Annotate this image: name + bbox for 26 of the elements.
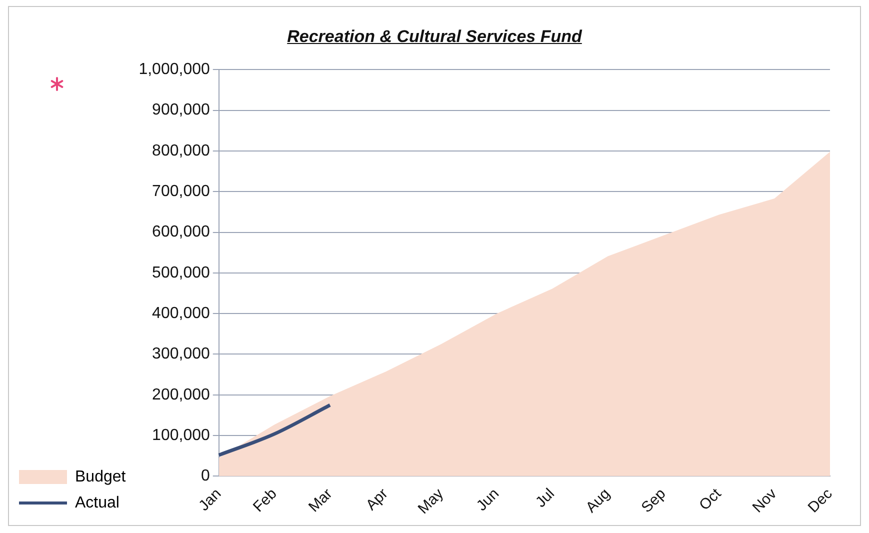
y-tick-label: 700,000 — [152, 182, 210, 200]
x-tick-label: Feb — [250, 485, 280, 516]
y-tick-label: 800,000 — [152, 142, 210, 160]
chart-title: Recreation & Cultural Services Fund — [286, 27, 584, 47]
y-tick-label: 600,000 — [152, 224, 210, 241]
x-tick-label: Mar — [305, 485, 336, 516]
y-tick-label: 400,000 — [152, 304, 210, 322]
legend-label: Actual — [75, 494, 120, 512]
x-tick-label: Jan — [196, 485, 225, 514]
y-tick-label: 1,000,000 — [138, 61, 210, 78]
x-tick-label: Apr — [362, 485, 392, 514]
legend-label: Budget — [75, 468, 126, 486]
x-tick-label: Jun — [473, 485, 502, 514]
x-tick-label: Nov — [749, 484, 781, 516]
y-tick-label: 0 — [200, 468, 210, 485]
y-tick-label: 200,000 — [152, 386, 210, 404]
x-tick-label: Sep — [638, 485, 670, 516]
x-tick-label: May — [414, 484, 448, 518]
y-tick-label: 900,000 — [152, 102, 210, 119]
y-tick-label: 500,000 — [152, 264, 210, 282]
x-tick-label: Aug — [582, 485, 614, 516]
x-tick-label: Oct — [696, 484, 726, 514]
x-tick-label: Dec — [804, 484, 836, 516]
y-tick-label: 100,000 — [152, 426, 210, 444]
y-tick-label: 300,000 — [152, 346, 210, 363]
x-tick-label: Jul — [532, 485, 558, 511]
